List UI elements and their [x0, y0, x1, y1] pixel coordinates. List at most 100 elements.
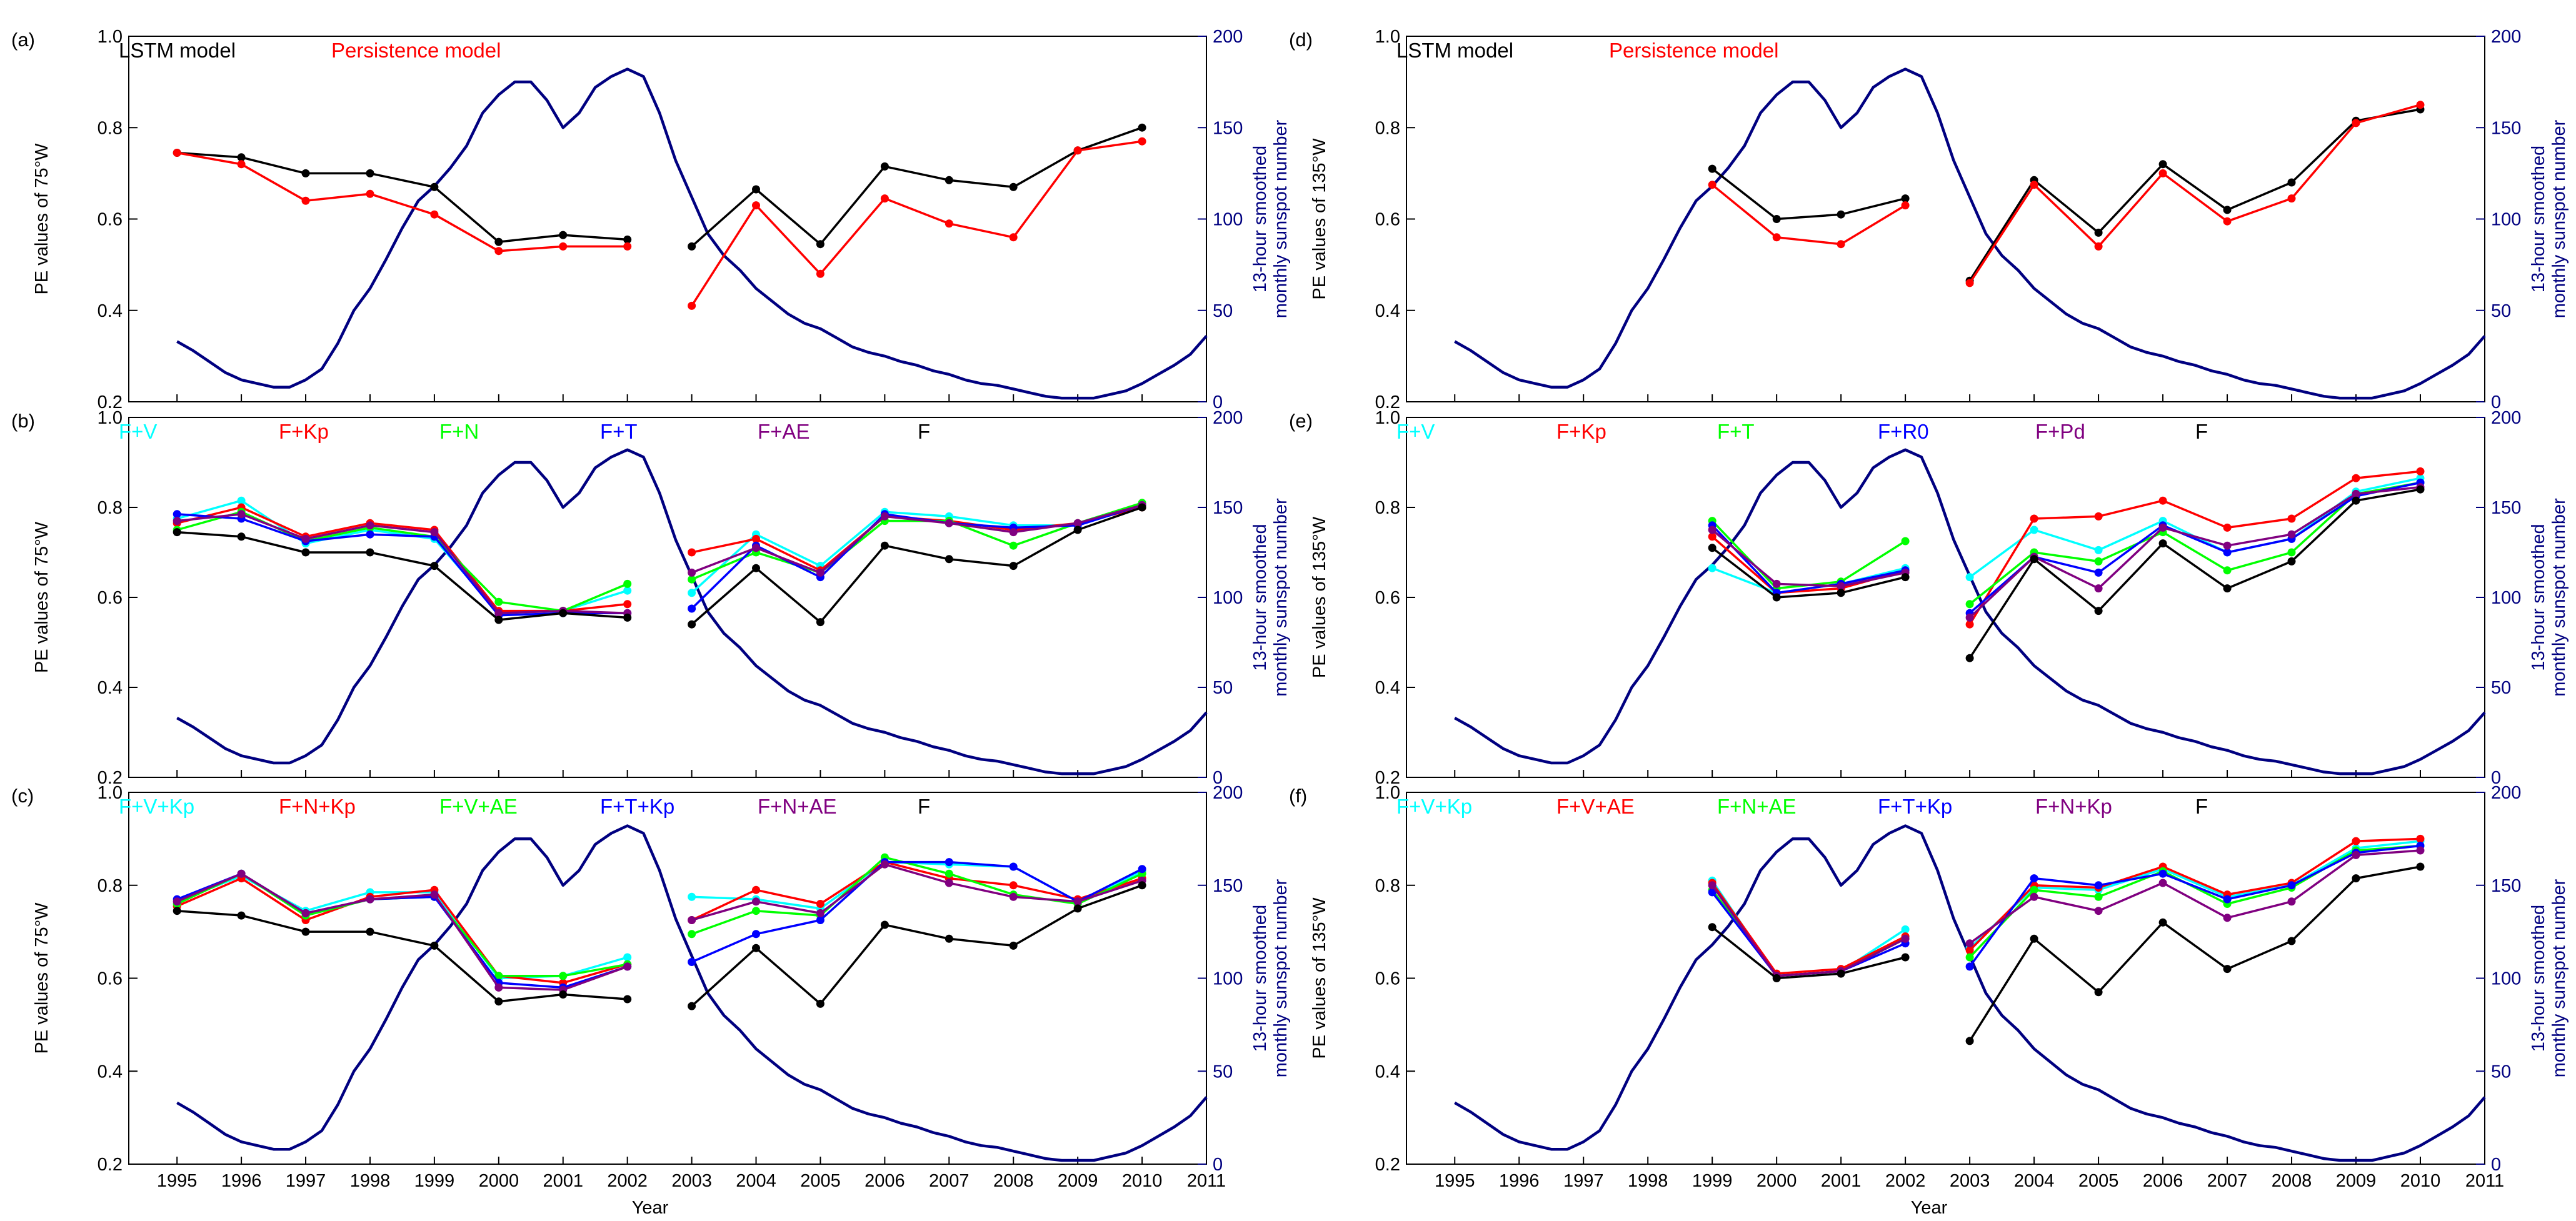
- data-point: [494, 997, 503, 1006]
- data-point: [430, 562, 439, 571]
- data-point: [2094, 988, 2103, 997]
- series-line: [1711, 926, 1906, 980]
- y2-tick-label: 0: [1213, 768, 1223, 788]
- data-point: [2287, 548, 2296, 557]
- data-point: [2094, 907, 2103, 915]
- series-f: [1708, 862, 2425, 1045]
- x-tick-label: 1998: [350, 1171, 391, 1191]
- series-line: [176, 872, 628, 991]
- y-tick-label: 1.0: [1375, 783, 1400, 803]
- data-point: [2030, 892, 2038, 901]
- data-point: [173, 897, 181, 906]
- legend-entry: F+Kp: [279, 420, 329, 443]
- data-point: [623, 953, 632, 962]
- series-line: [691, 884, 1143, 1007]
- data-point: [752, 185, 760, 194]
- data-point: [2158, 918, 2167, 927]
- x-tick-label: 2009: [1058, 1171, 1098, 1191]
- y-tick-label: 0.2: [98, 768, 123, 788]
- y2-tick-label: 100: [2491, 210, 2521, 230]
- data-point: [1901, 925, 1910, 934]
- data-point: [173, 907, 181, 915]
- data-point: [494, 615, 503, 624]
- data-point: [945, 219, 953, 228]
- data-point: [2158, 539, 2167, 548]
- data-point: [1009, 892, 1018, 901]
- x-tick-label: 2006: [865, 1171, 905, 1191]
- series-line: [691, 504, 1143, 574]
- y-tick-label: 0.6: [1375, 210, 1400, 230]
- series-line: [177, 151, 628, 243]
- data-point: [623, 962, 632, 971]
- data-point: [816, 900, 824, 908]
- legend-entry: F+T+Kp: [1878, 795, 1952, 818]
- plot-frame: [1406, 792, 2485, 1165]
- data-point: [1965, 962, 1974, 971]
- panel-f: 0.2 0.4 0.6 0.8 1.0 0 50 100 150 200 1995 1996 1997 1…: [1289, 783, 2569, 1191]
- data-point: [494, 247, 503, 256]
- data-point: [2416, 485, 2425, 494]
- data-point: [1965, 1037, 1974, 1045]
- y2-axis-title-line2: monthly sunspot number: [2549, 879, 2569, 1077]
- panel-label: (f): [1289, 785, 1307, 807]
- data-point: [816, 916, 824, 924]
- y2-tick-label: 200: [1213, 408, 1243, 428]
- panel-c: 0.2 0.4 0.6 0.8 1.0 0 50 100 150 200 1995 1996 1997 1…: [11, 783, 1291, 1191]
- data-point: [2352, 496, 2360, 505]
- data-point: [1965, 953, 1974, 962]
- data-point: [688, 242, 696, 251]
- series-f-kp: [173, 503, 1146, 615]
- data-point: [880, 512, 889, 521]
- y-tick-label: 0.6: [1375, 969, 1400, 989]
- series-f-v-kp: [173, 858, 1146, 982]
- data-point: [2094, 228, 2103, 237]
- data-point: [752, 544, 760, 552]
- y-tick-label: 0.2: [98, 392, 123, 412]
- panel-label: (b): [11, 410, 35, 432]
- data-point: [945, 176, 953, 184]
- data-point: [494, 237, 503, 246]
- data-point: [1901, 537, 1910, 546]
- series-line: [1711, 891, 1906, 977]
- data-point: [945, 879, 953, 887]
- data-point: [2352, 837, 2360, 845]
- data-point: [752, 930, 760, 939]
- data-point: [2287, 178, 2296, 187]
- y2-axis-title-line2: monthly sunspot number: [1271, 879, 1291, 1077]
- x-tick-label: 1999: [1692, 1171, 1733, 1191]
- plot-frame: [1406, 417, 2485, 778]
- data-point: [880, 920, 889, 929]
- y-tick-label: 0.6: [98, 969, 123, 989]
- plot-frame: [128, 792, 1207, 1165]
- series-line: [1968, 865, 2421, 1042]
- series-f-t-kp: [173, 858, 1146, 992]
- data-point: [688, 301, 696, 310]
- series-line: [1711, 529, 1906, 587]
- data-point: [816, 240, 824, 249]
- data-point: [1965, 654, 1974, 662]
- data-point: [752, 897, 760, 906]
- data-point: [559, 609, 568, 617]
- data-point: [2223, 584, 2232, 593]
- data-point: [623, 235, 632, 244]
- series-f-r0: [1708, 478, 2425, 617]
- y-axis-title: PE values of 135°W: [1310, 516, 1330, 678]
- data-point: [816, 269, 824, 278]
- x-tick-label: 2007: [929, 1171, 970, 1191]
- series-f-ae: [173, 501, 1146, 617]
- data-point: [2030, 874, 2038, 883]
- data-point: [1772, 974, 1781, 982]
- series-persistence-model: [173, 137, 1146, 310]
- plot-frame: [1406, 36, 2485, 402]
- data-point: [816, 618, 824, 627]
- series-f-v-kp: [1708, 837, 2425, 980]
- data-point: [301, 196, 310, 205]
- series-line: [1711, 167, 1906, 221]
- data-point: [301, 927, 310, 936]
- y2-tick-label: 0: [2491, 1155, 2501, 1175]
- series-line: [1711, 889, 1906, 977]
- legend-entry: F+T+Kp: [600, 795, 674, 818]
- data-point: [1901, 201, 1910, 210]
- y2-tick-label: 200: [1213, 27, 1243, 47]
- data-point: [2030, 526, 2038, 534]
